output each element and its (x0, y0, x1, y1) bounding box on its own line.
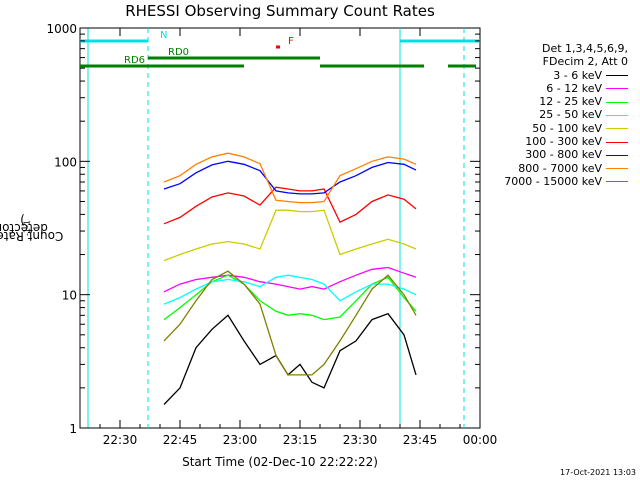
legend-header-line: Det 1,3,4,5,6,9, (541, 42, 628, 55)
legend-entry: 50 - 100 keV (504, 122, 628, 135)
axis-ticks: 22:30 22:45 23:00 23:15 23:30 23:45 00:00 1 10 10… (46, 22, 497, 447)
y-tick-label: 100 (54, 155, 77, 169)
series-line-1 (163, 266, 417, 293)
x-tick-label: 23:00 (223, 433, 258, 447)
legend-entry-label: 800 - 7000 keV (518, 161, 602, 175)
legend-entry: 800 - 7000 keV (504, 162, 628, 175)
legend-entry: 100 - 300 keV (504, 135, 628, 148)
legend-entry-label: 3 - 6 keV (553, 68, 602, 82)
legend-entry: 25 - 50 keV (504, 108, 628, 121)
legend-entry-label: 25 - 50 keV (539, 108, 602, 122)
series-line-4 (163, 209, 417, 262)
legend-entry: 3 - 6 keV (504, 69, 628, 82)
y-tick-label: 1 (69, 422, 77, 436)
legend-entry-label: 300 - 800 keV (525, 148, 602, 162)
legend-swatch (606, 181, 628, 183)
legend-swatch (606, 154, 628, 156)
y-axis-label-part: ) (20, 213, 25, 228)
flag-label-rd0: RD0 (168, 47, 189, 58)
flag-label-f: F (288, 36, 294, 47)
legend-entry-label: 50 - 100 keV (532, 121, 602, 135)
legend-swatch (606, 75, 628, 77)
legend-entry: 6 - 12 keV (504, 82, 628, 95)
x-tick-label: 22:30 (103, 433, 138, 447)
legend-swatch (606, 88, 628, 90)
x-tick-label: 23:45 (403, 433, 438, 447)
legend: Det 1,3,4,5,6,9, FDecim 2, Att 0 3 - 6 k… (504, 42, 628, 188)
y-tick-label: 10 (62, 289, 77, 303)
legend-header-line: FDecim 2, Att 0 (542, 55, 628, 69)
y-tick-label: 1000 (46, 22, 77, 36)
series-line-5 (163, 186, 417, 225)
plot-border (79, 27, 481, 429)
legend-entry-label: 12 - 25 keV (539, 95, 602, 109)
legend-entry-label: 6 - 12 keV (546, 81, 602, 95)
legend-entry-label: 100 - 300 keV (525, 135, 602, 149)
x-tick-label: 23:15 (283, 433, 318, 447)
series-line-7 (163, 152, 417, 204)
flag-bars: N F RD0 RD6 (80, 30, 480, 68)
legend-swatch (606, 114, 628, 116)
legend-entry: 300 - 800 keV (504, 148, 628, 161)
attenuator-vertical-lines (87, 28, 465, 428)
legend-swatch (606, 141, 628, 143)
series-line-6 (163, 160, 417, 195)
series-lines (163, 152, 417, 405)
series-line-0 (163, 312, 417, 405)
legend-swatch (606, 168, 628, 170)
legend-swatch (606, 101, 628, 103)
x-tick-label: 23:30 (343, 433, 378, 447)
footer-timestamp: 17-Oct-2021 13:03 (560, 468, 636, 477)
series-line-2 (163, 274, 417, 321)
legend-entry: 12 - 25 keV (504, 95, 628, 108)
legend-entry-label: 7000 - 15000 keV (504, 174, 602, 188)
legend-swatch (606, 128, 628, 130)
legend-entries: 3 - 6 keV 6 - 12 keV 12 - 25 keV 25 - 50 ke… (504, 69, 628, 189)
series-line-8 (163, 270, 417, 376)
flag-label-rd6: RD6 (124, 55, 145, 66)
plot-frame (79, 27, 481, 429)
chart-title: RHESSI Observing Summary Count Rates (125, 2, 435, 20)
x-tick-label: 00:00 (463, 433, 498, 447)
legend-entry: 7000 - 15000 keV (504, 175, 628, 188)
x-tick-label: 22:45 (163, 433, 198, 447)
flag-label-n: N (160, 30, 167, 41)
x-axis-label: Start Time (02-Dec-10 22:22:22) (182, 455, 378, 469)
